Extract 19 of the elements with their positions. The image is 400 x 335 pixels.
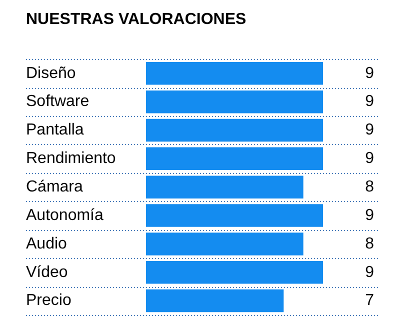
y-tick-label: Vídeo	[26, 264, 68, 281]
y-tick-label: Diseño	[26, 64, 76, 82]
data-label: 9	[365, 264, 374, 281]
data-label: 7	[365, 292, 374, 310]
data-label: 9	[365, 93, 374, 110]
y-tick-label: Autonomía	[26, 206, 104, 224]
chart-title: NUESTRAS VALORACIONES	[26, 11, 246, 28]
data-label: 8	[365, 235, 374, 252]
y-tick-label: Rendimiento	[26, 150, 116, 168]
data-label: 9	[365, 150, 374, 168]
data-label: 8	[365, 178, 374, 196]
y-tick-label: Audio	[26, 235, 68, 252]
y-tick-label: Cámara	[26, 178, 84, 196]
data-label: 9	[365, 206, 374, 224]
y-tick-label: Precio	[26, 292, 72, 310]
y-tick-label: Software	[26, 93, 90, 110]
y-tick-label: Pantalla	[26, 122, 84, 139]
data-label: 9	[365, 122, 374, 139]
data-label: 9	[365, 64, 374, 82]
